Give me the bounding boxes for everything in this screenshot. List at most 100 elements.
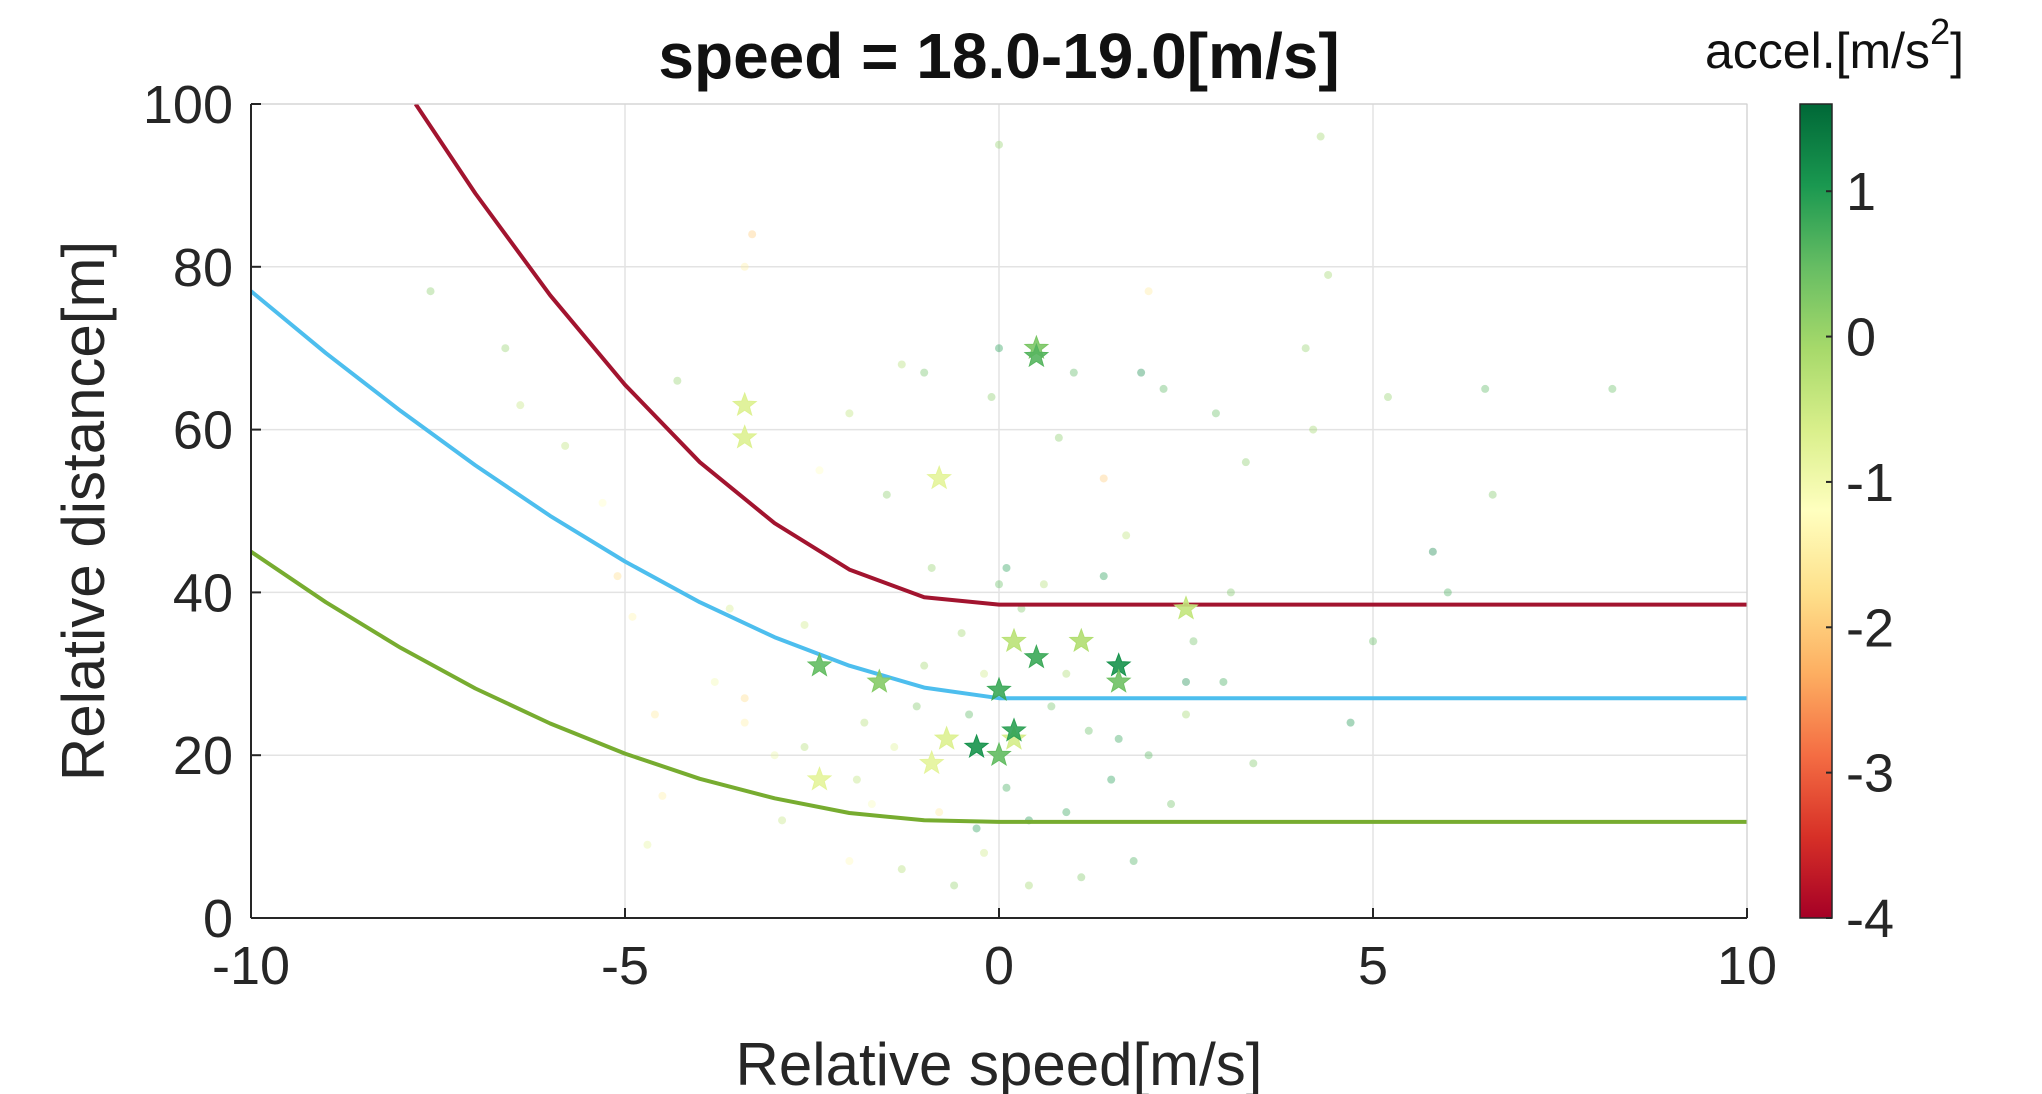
scatter-point xyxy=(748,230,757,239)
star-marker xyxy=(926,464,952,490)
scatter-point xyxy=(1062,669,1071,678)
scatter-point xyxy=(1301,344,1310,353)
threshold-curves xyxy=(251,104,1747,824)
scatter-point xyxy=(890,743,899,752)
scatter-point xyxy=(920,661,929,670)
scatter-point xyxy=(628,612,637,621)
scatter-point xyxy=(1316,132,1325,141)
scatter-point xyxy=(740,718,749,727)
scatter-point xyxy=(1047,702,1056,711)
scatter-point xyxy=(957,629,966,638)
y-tick-label: 100 xyxy=(143,75,233,135)
colorbar-ticks: -4 -3 -2 -1 0 1 xyxy=(1826,162,1894,949)
scatter-point xyxy=(1024,881,1033,890)
scatter-point xyxy=(1428,547,1437,556)
colorbar-tick-label: -1 xyxy=(1846,453,1894,513)
scatter-point xyxy=(1069,368,1078,377)
x-tick-labels: -10 -5 0 5 10 xyxy=(212,936,1777,996)
scatter-point xyxy=(1608,384,1617,393)
scatter-point xyxy=(1488,490,1497,499)
scatter-point xyxy=(1137,368,1146,377)
scatter-point xyxy=(867,800,876,809)
scatter-point xyxy=(643,840,652,849)
threshold-curve xyxy=(251,289,1747,701)
scatter-point xyxy=(1249,759,1258,768)
scatter-point xyxy=(740,694,749,703)
scatter-point xyxy=(1219,677,1228,686)
scatter-point xyxy=(1369,637,1377,646)
star-markers xyxy=(731,334,1199,791)
scatter-point xyxy=(1107,775,1116,784)
star-marker xyxy=(1001,717,1027,742)
star-marker xyxy=(1001,627,1027,653)
scatter-point xyxy=(920,368,929,377)
star-marker xyxy=(866,668,893,693)
y-tick-label: 20 xyxy=(173,726,233,786)
star-marker xyxy=(1105,668,1132,693)
scatter-point xyxy=(710,677,719,686)
star-marker xyxy=(731,424,758,449)
scatter-point xyxy=(1002,783,1011,792)
colorbar-tick-label: -4 xyxy=(1846,889,1894,949)
scatter-point xyxy=(1077,873,1086,882)
x-axis-label: Relative speed[m/s] xyxy=(736,1031,1263,1094)
scatter-point xyxy=(912,702,921,711)
scatter-point xyxy=(516,401,525,410)
scatter-point xyxy=(778,816,787,825)
scatter-point xyxy=(1189,637,1198,646)
colorbar-label-sup: 2 xyxy=(1930,11,1950,52)
scatter-points xyxy=(426,132,1617,890)
scatter-point xyxy=(995,580,1003,589)
scatter-point xyxy=(1054,433,1063,442)
scatter-point xyxy=(845,409,854,418)
scatter-point xyxy=(1144,287,1153,296)
x-tick-label: 5 xyxy=(1358,936,1388,996)
scatter-point xyxy=(1443,588,1452,597)
scatter-point xyxy=(1062,808,1071,817)
scatter-point xyxy=(426,287,435,296)
star-marker xyxy=(986,741,1012,767)
scatter-point xyxy=(950,881,959,890)
x-tick-label: -10 xyxy=(212,936,290,996)
scatter-point xyxy=(935,808,944,817)
scatter-point xyxy=(1309,425,1318,434)
scatter-point xyxy=(995,344,1003,353)
colorbar-label-end: ] xyxy=(1950,23,1964,79)
scatter-point xyxy=(740,262,749,271)
scatter-point xyxy=(882,490,891,499)
scatter-point xyxy=(650,710,659,719)
scatter-point xyxy=(1211,409,1220,418)
scatter-point xyxy=(897,360,906,369)
star-marker xyxy=(1001,725,1027,750)
x-tick-label: 0 xyxy=(984,936,1014,996)
colorbar-gradient xyxy=(1799,103,1833,919)
scatter-point xyxy=(1114,734,1123,743)
scatter-point xyxy=(561,441,570,450)
scatter-point xyxy=(1383,393,1392,402)
scatter-point xyxy=(980,669,989,678)
scatter-point xyxy=(1481,384,1490,393)
x-tick-label: 10 xyxy=(1717,936,1777,996)
scatter-point xyxy=(1159,384,1168,393)
threshold-curve xyxy=(251,550,1747,824)
scatter-point xyxy=(1084,726,1093,735)
threshold-curve xyxy=(413,104,1747,607)
grid-lines xyxy=(250,103,1748,919)
y-tick-label: 80 xyxy=(173,238,233,298)
scatter-point xyxy=(815,466,824,475)
scatter-point xyxy=(1039,580,1048,589)
scatter-point xyxy=(980,848,989,857)
scatter-point xyxy=(725,604,734,613)
scatter-point xyxy=(658,791,667,800)
scatter-point xyxy=(501,344,510,353)
scatter-point xyxy=(800,743,809,752)
scatter-point xyxy=(1182,677,1190,686)
star-marker xyxy=(933,725,960,750)
scatter-point xyxy=(1122,531,1131,540)
scatter-point xyxy=(1144,751,1153,760)
scatter-point xyxy=(598,498,607,507)
scatter-point xyxy=(1099,572,1108,581)
scatter-point xyxy=(965,710,974,719)
scatter-point xyxy=(995,140,1003,149)
